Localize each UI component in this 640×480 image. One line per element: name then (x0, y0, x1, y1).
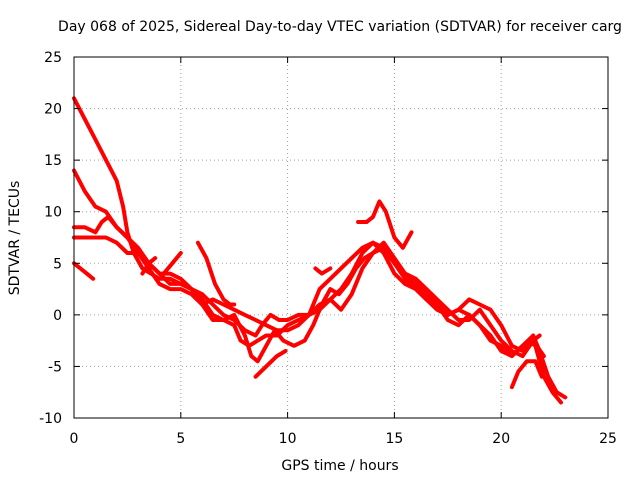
x-axis-label: GPS time / hours (281, 458, 398, 474)
x-tick-label: 0 (70, 431, 79, 447)
y-tick-label: 25 (44, 50, 62, 66)
x-tick-label: 20 (492, 431, 510, 447)
x-tick-label: 5 (176, 431, 185, 447)
series-line-trace-8 (195, 240, 237, 307)
series-line-trace-11 (356, 199, 414, 250)
x-tick-label: 25 (599, 431, 617, 447)
series-line-trace-9 (253, 349, 288, 379)
x-tick-label: 10 (279, 431, 297, 447)
y-axis-label: SDTVAR / TECUs (7, 181, 23, 296)
series-line-trace-2 (72, 168, 568, 400)
series-line-trace-7 (161, 251, 183, 276)
y-tick-label: 5 (53, 256, 62, 272)
series-line-trace-12 (509, 359, 544, 390)
grid (74, 57, 608, 418)
series-line-trace-10 (313, 266, 333, 276)
y-tick-label: -10 (39, 411, 62, 427)
y-tick-label: -5 (48, 359, 62, 375)
series-line-trace-6 (140, 256, 158, 276)
series-line-trace-4 (72, 235, 542, 353)
traces (72, 96, 568, 405)
ticks (73, 56, 609, 419)
plot-frame (73, 56, 609, 419)
y-tick-label: 0 (53, 308, 62, 324)
y-tick-label: 15 (44, 153, 62, 169)
series-line-trace-5 (72, 261, 96, 281)
x-tick-label: 15 (385, 431, 403, 447)
tick-labels: 0 5 10 15 20 25 -10 -5 0 5 10 15 20 25 (39, 50, 617, 447)
series-line-trace-1 (72, 96, 563, 405)
y-tick-label: 20 (44, 102, 62, 118)
y-tick-label: 10 (44, 205, 62, 221)
chart-title: Day 068 of 2025, Sidereal Day-to-day VTE… (58, 19, 622, 35)
